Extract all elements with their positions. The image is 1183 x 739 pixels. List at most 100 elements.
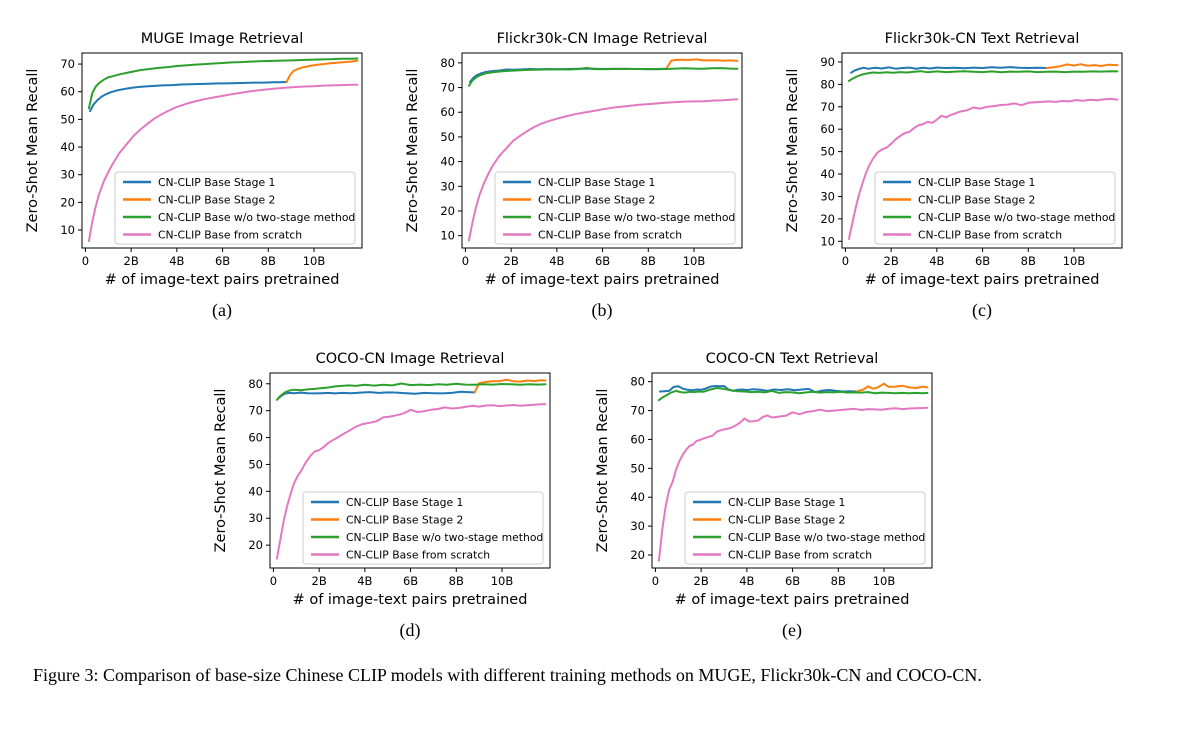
y-tick-label: 70 — [248, 404, 263, 418]
x-tick-label: 0 — [652, 574, 659, 588]
sublabel-d: (d) — [399, 620, 421, 640]
y-tick-label: 30 — [440, 179, 455, 193]
x-tick-label: 0 — [82, 254, 89, 268]
y-tick-label: 20 — [630, 548, 645, 562]
y-tick-label: 60 — [630, 432, 645, 446]
legend: CN-CLIP Base Stage 1 CN-CLIP Base Stage 2… — [684, 491, 926, 565]
chart-title: Flickr30k-CN Text Retrieval — [885, 31, 1080, 47]
x-tick-label: 10B — [303, 254, 326, 268]
figure-caption: Figure 3: Comparison of base-size Chines… — [33, 665, 982, 685]
y-tick-label: 50 — [630, 461, 645, 475]
y-tick-label: 70 — [60, 57, 75, 71]
legend-box — [494, 171, 736, 245]
legend-box — [874, 171, 1116, 245]
chart-flickr30kcn-image-retrieval: Flickr30k-CN Image Retrieval # of image-t… — [405, 31, 743, 288]
x-tick-label: 0 — [842, 254, 849, 268]
x-tick-label: 10B — [491, 574, 514, 588]
y-axis-label: Zero-Shot Mean Recall — [595, 389, 611, 553]
y-tick-label: 40 — [440, 155, 455, 169]
series-line-from_scratch — [275, 403, 547, 560]
y-tick-label: 60 — [248, 431, 263, 445]
y-tick-label: 90 — [820, 55, 835, 69]
x-tick-label: 4B — [169, 254, 184, 268]
y-tick-label: 10 — [440, 229, 455, 243]
y-tick-label: 10 — [820, 234, 835, 248]
y-tick-label: 70 — [820, 100, 835, 114]
legend-box — [684, 491, 926, 565]
chart-title: COCO-CN Text Retrieval — [706, 351, 879, 367]
y-tick-label: 80 — [248, 377, 263, 391]
x-tick-label: 8B — [641, 254, 656, 268]
y-tick-label: 40 — [248, 484, 263, 498]
chart-block-flickr30kcn-image-retrieval: Flickr30k-CN Image Retrieval # of image-t… — [395, 16, 775, 336]
legend-label-stage2: CN-CLIP Base Stage 2 — [538, 193, 655, 206]
legend-label-stage1: CN-CLIP Base Stage 1 — [918, 176, 1035, 189]
y-tick-label: 70 — [440, 81, 455, 95]
series-line-stage1 — [89, 81, 288, 113]
sublabel-c: (c) — [972, 300, 992, 320]
y-tick-label: 50 — [820, 145, 835, 159]
chart-cococn-text-retrieval: COCO-CN Text Retrieval # of image-text pa… — [595, 351, 933, 608]
y-tick-label: 50 — [248, 457, 263, 471]
y-axis-label: Zero-Shot Mean Recall — [213, 389, 229, 553]
x-tick-label: 2B — [884, 254, 899, 268]
x-tick-label: 10B — [683, 254, 706, 268]
x-tick-label: 4B — [929, 254, 944, 268]
legend: CN-CLIP Base Stage 1 CN-CLIP Base Stage 2… — [302, 491, 544, 565]
series-line-stage1 — [277, 390, 476, 400]
chart-block-flickr30kcn-text-retrieval: Flickr30k-CN Text Retrieval # of image-te… — [775, 16, 1155, 336]
legend-label-from_scratch: CN-CLIP Base from scratch — [728, 548, 872, 561]
legend-label-wo_two_stage: CN-CLIP Base w/o two-stage method — [728, 531, 925, 544]
legend-label-stage1: CN-CLIP Base Stage 1 — [158, 176, 275, 189]
legend-label-wo_two_stage: CN-CLIP Base w/o two-stage method — [538, 211, 735, 224]
chart-block-muge-image-retrieval: MUGE Image Retrieval # of image-text pair… — [15, 16, 395, 336]
legend-label-stage2: CN-CLIP Base Stage 2 — [728, 513, 845, 526]
x-tick-label: 2B — [124, 254, 139, 268]
series-line-from_scratch — [847, 97, 1119, 240]
series-line-from_scratch — [87, 83, 359, 243]
chart-title: Flickr30k-CN Image Retrieval — [497, 31, 708, 47]
y-tick-label: 20 — [440, 204, 455, 218]
legend-label-wo_two_stage: CN-CLIP Base w/o two-stage method — [346, 531, 543, 544]
series-line-stage2 — [855, 382, 929, 393]
x-tick-label: 0 — [270, 574, 277, 588]
sublabel-e: (e) — [782, 620, 802, 640]
series-line-stage1 — [850, 66, 1048, 74]
chart-flickr30kcn-text-retrieval: Flickr30k-CN Text Retrieval # of image-te… — [785, 31, 1123, 288]
legend-box — [114, 171, 356, 245]
y-tick-label: 30 — [248, 511, 263, 525]
y-axis-label: Zero-Shot Mean Recall — [25, 69, 41, 233]
x-tick-label: 6B — [975, 254, 990, 268]
series-line-from_scratch — [467, 98, 739, 242]
x-axis-label: # of image-text pairs pretrained — [293, 592, 528, 608]
legend-label-from_scratch: CN-CLIP Base from scratch — [918, 228, 1062, 241]
series-line-from_scratch — [657, 406, 929, 562]
series-line-wo_two_stage — [467, 66, 739, 87]
legend-label-wo_two_stage: CN-CLIP Base w/o two-stage method — [158, 211, 355, 224]
x-tick-label: 6B — [403, 574, 418, 588]
x-tick-label: 2B — [312, 574, 327, 588]
y-tick-label: 60 — [440, 105, 455, 119]
x-tick-label: 8B — [831, 574, 846, 588]
x-tick-label: 4B — [549, 254, 564, 268]
y-tick-label: 60 — [60, 85, 75, 99]
x-tick-label: 6B — [215, 254, 230, 268]
sublabel-a: (a) — [212, 300, 232, 320]
x-tick-label: 10B — [873, 574, 896, 588]
series-line-wo_two_stage — [275, 382, 547, 401]
series-line-wo_two_stage — [87, 57, 359, 110]
x-tick-label: 2B — [504, 254, 519, 268]
chart-block-cococn-text-retrieval: COCO-CN Text Retrieval # of image-text pa… — [585, 336, 965, 656]
x-tick-label: 8B — [1021, 254, 1036, 268]
series-line-stage2 — [473, 378, 547, 394]
legend-box — [302, 491, 544, 565]
y-tick-label: 30 — [820, 189, 835, 203]
series-line-wo_two_stage — [847, 70, 1119, 82]
x-axis-label: # of image-text pairs pretrained — [105, 272, 340, 288]
y-tick-label: 40 — [60, 140, 75, 154]
x-tick-label: 10B — [1063, 254, 1086, 268]
series-line-wo_two_stage — [657, 387, 929, 402]
legend-label-stage2: CN-CLIP Base Stage 2 — [346, 513, 463, 526]
legend-label-stage1: CN-CLIP Base Stage 1 — [728, 496, 845, 509]
legend-label-from_scratch: CN-CLIP Base from scratch — [346, 548, 490, 561]
